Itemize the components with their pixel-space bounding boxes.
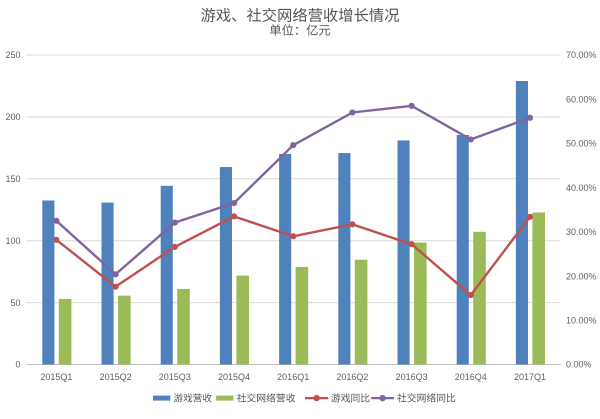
svg-text:2016Q3: 2016Q3 (396, 372, 428, 382)
svg-text:70.00%: 70.00% (566, 50, 597, 60)
svg-text:0.00%: 0.00% (566, 360, 592, 370)
svg-text:2015Q2: 2015Q2 (100, 372, 132, 382)
svg-text:10.00%: 10.00% (566, 315, 597, 325)
svg-text:0: 0 (15, 360, 20, 370)
svg-text:2016Q4: 2016Q4 (455, 372, 487, 382)
svg-text:100: 100 (5, 236, 20, 246)
svg-text:200: 200 (5, 112, 20, 122)
svg-text:2015Q1: 2015Q1 (40, 372, 72, 382)
svg-text:2016Q2: 2016Q2 (336, 372, 368, 382)
svg-text:2016Q1: 2016Q1 (277, 372, 309, 382)
svg-text:40.00%: 40.00% (566, 183, 597, 193)
svg-text:2015Q4: 2015Q4 (218, 372, 250, 382)
svg-text:2015Q3: 2015Q3 (159, 372, 191, 382)
svg-text:50: 50 (10, 298, 20, 308)
svg-text:2017Q1: 2017Q1 (514, 372, 546, 382)
svg-text:30.00%: 30.00% (566, 227, 597, 237)
svg-text:60.00%: 60.00% (566, 94, 597, 104)
svg-text:20.00%: 20.00% (566, 271, 597, 281)
svg-text:250: 250 (5, 50, 20, 60)
svg-text:50.00%: 50.00% (566, 139, 597, 149)
svg-text:150: 150 (5, 174, 20, 184)
